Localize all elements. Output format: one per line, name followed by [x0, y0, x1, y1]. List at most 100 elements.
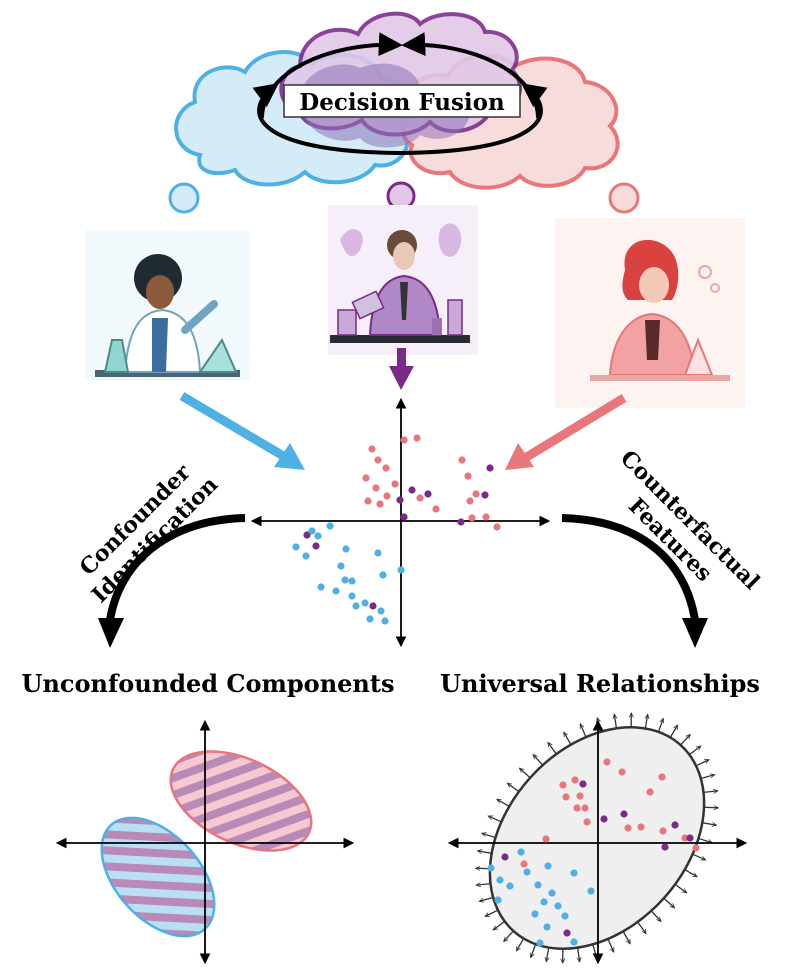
thought-clouds: Decision Fusion: [168, 11, 640, 214]
boundary-arrow-10: [674, 883, 686, 892]
relationship-point-3: [576, 792, 584, 800]
central-point-17: [466, 497, 474, 505]
boundary-arrow-39: [614, 715, 616, 729]
unconfounded-components-plot: [55, 719, 355, 965]
boundary-arrow-4: [703, 791, 718, 793]
central-point-27: [312, 542, 320, 550]
boundary-arrow-12: [650, 910, 660, 921]
boundary-arrow-11: [663, 897, 674, 907]
central-point-39: [348, 577, 356, 585]
central-point-47: [381, 617, 389, 625]
central-point-2: [382, 464, 390, 472]
central-point-30: [308, 527, 316, 535]
boundary-arrow-7: [698, 837, 711, 842]
boundary-arrow-5: [703, 807, 718, 808]
relationship-point-12: [637, 823, 645, 831]
central-point-16: [493, 523, 501, 531]
relationship-scatter-points: [487, 758, 700, 947]
boundary-arrow-21: [517, 938, 525, 951]
central-point-12: [458, 456, 466, 464]
central-point-21: [424, 490, 432, 498]
boundary-arrow-0: [680, 735, 690, 746]
relationship-point-37: [570, 869, 578, 877]
central-point-20: [408, 486, 416, 494]
central-point-23: [400, 513, 408, 521]
relationship-point-21: [671, 821, 679, 829]
relationship-point-27: [496, 876, 504, 884]
central-point-18: [432, 505, 440, 513]
relationship-point-17: [520, 860, 528, 868]
boundary-arrow-43: [669, 725, 677, 738]
boundary-arrow-24: [485, 909, 499, 916]
boundary-arrow-31: [497, 799, 510, 807]
central-point-45: [377, 607, 385, 615]
relationship-point-36: [554, 902, 562, 910]
relationship-point-31: [544, 862, 552, 870]
boundary-arrow-9: [684, 869, 697, 877]
boundary-arrow-19: [546, 947, 548, 962]
central-point-26: [457, 518, 465, 526]
relationship-point-1: [571, 776, 579, 784]
relationship-point-30: [506, 882, 514, 890]
relationship-point-22: [501, 853, 509, 861]
relationship-point-6: [603, 758, 611, 766]
central-point-43: [361, 599, 369, 607]
central-scatter-axes: [250, 397, 551, 648]
central-point-49: [342, 545, 350, 553]
relationship-point-33: [548, 889, 556, 897]
central-point-34: [302, 552, 310, 560]
central-point-24: [486, 464, 494, 472]
central-point-25: [481, 491, 489, 499]
boundary-arrow-14: [622, 931, 630, 943]
boundary-arrow-35: [548, 743, 557, 755]
left-scientist: [85, 230, 250, 380]
relationship-point-26: [487, 864, 495, 872]
relationship-point-32: [534, 881, 542, 889]
central-point-4: [372, 484, 380, 492]
relationship-point-24: [579, 780, 587, 788]
boundary-arrow-34: [533, 755, 544, 766]
boundary-arrow-3: [700, 775, 714, 780]
central-point-33: [292, 543, 300, 551]
relationship-point-42: [494, 896, 502, 904]
relationship-point-41: [570, 938, 578, 946]
central-point-0: [368, 445, 376, 453]
central-point-9: [376, 500, 384, 508]
boundary-normal-arrows: [476, 713, 718, 962]
relationship-point-28: [517, 848, 525, 856]
relationship-point-19: [600, 815, 608, 823]
confounder-identification-label: Confounder Identification: [75, 459, 224, 608]
boundary-arrow-36: [564, 732, 572, 745]
boundary-arrow-32: [508, 783, 520, 793]
boundary-arrow-33: [520, 768, 531, 779]
relationship-point-23: [563, 929, 571, 937]
central-point-10: [391, 480, 399, 488]
relationship-point-10: [624, 824, 632, 832]
boundary-arrow-23: [493, 920, 506, 929]
central-point-38: [341, 576, 349, 584]
relationship-point-15: [542, 835, 550, 843]
central-point-40: [317, 583, 325, 591]
relationship-point-43: [536, 939, 544, 947]
central-point-35: [337, 562, 345, 570]
boundary-arrow-28: [478, 851, 492, 853]
central-point-15: [482, 513, 490, 521]
relationship-point-9: [646, 788, 654, 796]
relationship-point-35: [531, 910, 539, 918]
central-point-44: [352, 602, 360, 610]
central-point-42: [348, 592, 356, 600]
central-point-41: [332, 587, 340, 595]
central-point-14: [472, 490, 480, 498]
fusion-label: Decision Fusion: [299, 89, 505, 116]
universal-relationships-plot: [447, 685, 748, 965]
boundary-arrow-30: [489, 816, 502, 823]
relationship-point-16: [583, 818, 591, 826]
relationship-point-25: [686, 834, 694, 842]
relationship-point-0: [559, 781, 567, 789]
curved-arrows: [98, 514, 708, 648]
relationship-point-13: [681, 834, 689, 842]
central-point-36: [374, 549, 382, 557]
central-scatter-points: [292, 434, 501, 625]
central-point-5: [383, 492, 391, 500]
